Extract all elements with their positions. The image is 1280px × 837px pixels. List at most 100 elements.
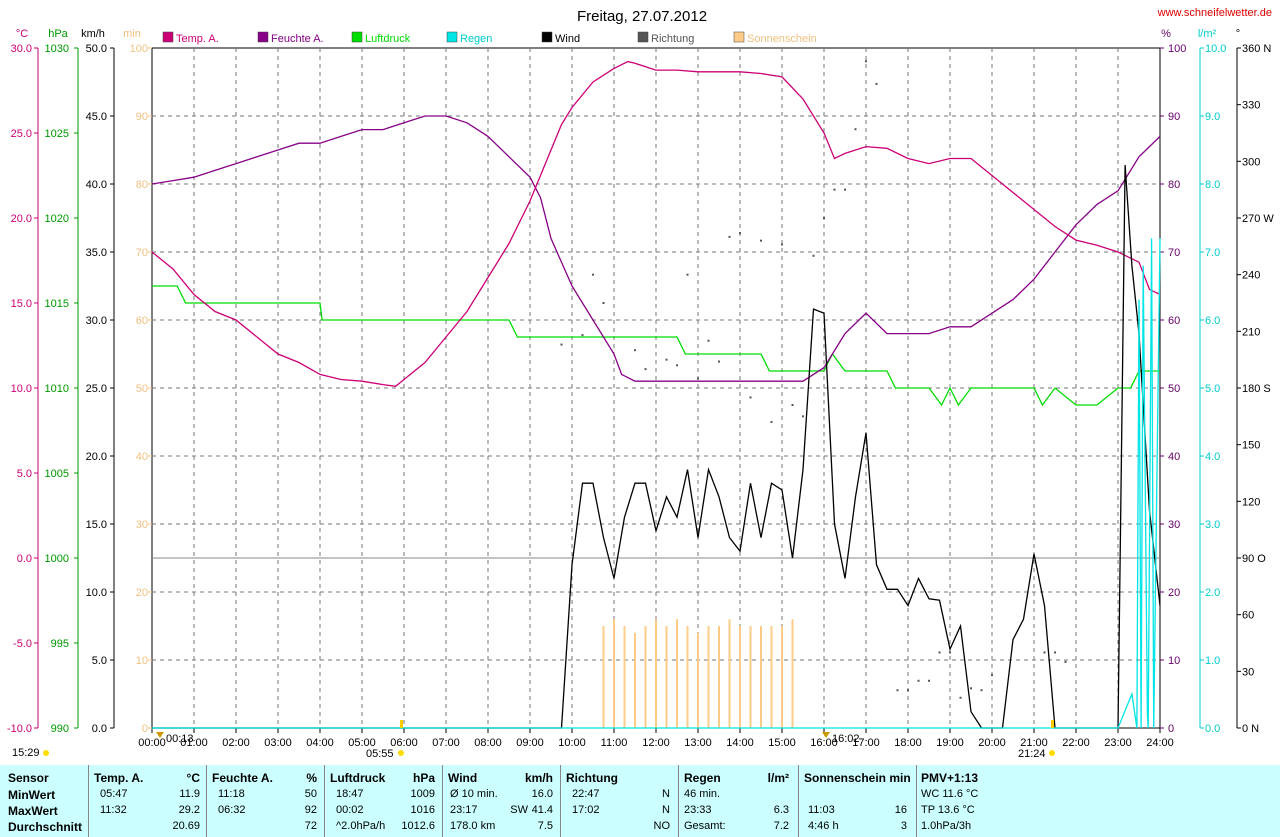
left-axis-label: 1030 (45, 43, 69, 55)
series-line-wind (152, 164, 1161, 729)
right-axis-label: 300 (1242, 156, 1260, 168)
right-axis-label: 5.0 (1205, 383, 1220, 395)
x-tick-label: 10:00 (558, 737, 586, 749)
right-axis-label: 0 (1168, 723, 1174, 735)
direction-point (560, 343, 563, 346)
left-axis-label: 10.0 (86, 587, 107, 599)
marker-triangle (156, 732, 164, 738)
time-annotation: 15:29 (12, 747, 40, 759)
left-axis-label: 10 (136, 655, 148, 667)
wind-direction: SW (510, 804, 528, 816)
left-axis-label: 30.0 (11, 43, 32, 55)
direction-point (959, 696, 962, 699)
website-label: www.schneifelwetter.de (1157, 7, 1272, 19)
left-axis-label: 15.0 (11, 298, 32, 310)
x-tick-label: 12:00 (642, 737, 670, 749)
table-divider (88, 765, 89, 837)
right-axis-label: 6.0 (1205, 315, 1220, 327)
left-axis-label: 1015 (45, 298, 69, 310)
legend-label: Regen (460, 33, 492, 45)
legend-label: Richtung (651, 33, 694, 45)
sunshine-bar (707, 626, 710, 728)
direction-point (707, 339, 710, 342)
table-divider (560, 765, 561, 837)
x-tick-label: 24:00 (1146, 737, 1174, 749)
right-axis-label: 30 (1242, 666, 1254, 678)
sunshine-bar (634, 632, 636, 728)
x-tick-label: 16:00 (810, 737, 838, 749)
left-axis-label: 100 (130, 43, 148, 55)
direction-point (1064, 660, 1067, 663)
left-axis-label: 1020 (45, 213, 69, 225)
direction-point (907, 689, 909, 692)
left-axis-label: 0 (142, 723, 148, 735)
direction-point (602, 302, 605, 304)
table-divider (206, 765, 207, 837)
header-sun: Sonnenschein min (804, 771, 911, 785)
table-divider (798, 765, 799, 837)
press-value: 1009 (410, 788, 435, 800)
header-hum: Feuchte A. (212, 771, 273, 785)
sunshine-bar (665, 626, 668, 728)
right-axis-label: 30 (1168, 519, 1180, 531)
sunshine-bar (728, 619, 731, 728)
direction-point (686, 273, 689, 276)
direction-point (665, 358, 668, 361)
right-axis-label: 40 (1168, 451, 1180, 463)
right-axis-label: 9.0 (1205, 111, 1220, 123)
series-line-feuchte-a (151, 115, 1161, 382)
right-axis-label: 240 (1242, 270, 1260, 282)
direction-point (749, 396, 752, 399)
left-axis-label: 990 (51, 723, 69, 735)
hum-value: 50 (304, 788, 317, 800)
rain-time: 46 min. (684, 788, 721, 800)
direction-point (581, 334, 584, 337)
left-axis-label: 30.0 (86, 315, 107, 327)
left-axis-label: 25.0 (11, 128, 32, 140)
sun-time: 11:03 (808, 804, 835, 816)
sun-icon (43, 750, 49, 756)
row-label: MinWert (8, 788, 56, 802)
left-axis-label: 1005 (45, 468, 69, 480)
pmv-value: 1.0hPa/3h (921, 820, 972, 832)
x-tick-label: 15:00 (768, 737, 796, 749)
dir-value: N (662, 804, 670, 816)
header-press: Luftdruck (330, 771, 386, 785)
left-axis-label: 90 (136, 111, 148, 123)
direction-point (854, 128, 857, 131)
left-axis-label: 0.0 (17, 553, 32, 565)
hum-time: 11:18 (218, 788, 245, 800)
right-axis-label: 10.0 (1205, 43, 1226, 55)
left-axis-label: 20 (136, 587, 148, 599)
sun-time: 4:46 h (808, 820, 839, 832)
left-axis-label: 70 (136, 247, 148, 259)
direction-point (770, 421, 773, 423)
direction-point (728, 235, 731, 238)
table-divider (916, 765, 917, 837)
legend-label: Wind (555, 33, 580, 45)
press-value: 1016 (410, 804, 435, 816)
temp-time: 05:47 (100, 788, 128, 800)
pmv-value: TP 13.6 °C (921, 804, 975, 816)
right-axis-label: 120 (1242, 496, 1260, 508)
right-axis-unit: % (1161, 28, 1171, 40)
sunshine-bar (655, 619, 657, 728)
direction-point (592, 273, 594, 276)
annotations: 15:29 00:13 05:55 16:02 21:24 (12, 720, 1055, 760)
left-axis-label: 20.0 (11, 213, 32, 225)
direction-point (844, 188, 846, 191)
hum-value: 72 (304, 820, 317, 832)
direction-point (865, 60, 867, 63)
direction-point (802, 415, 804, 418)
hum-time: 06:32 (218, 804, 246, 816)
legend-swatch (446, 31, 458, 43)
right-axis-label: 270 W (1242, 213, 1274, 225)
legend-swatch (733, 31, 745, 43)
right-axis-label: 210 (1242, 326, 1260, 338)
table-divider (324, 765, 325, 837)
right-axis-label: 1.0 (1205, 655, 1220, 667)
x-tick-label: 02:00 (222, 737, 250, 749)
x-tick-label: 06:00 (390, 737, 418, 749)
right-axis-unit: l/m² (1198, 28, 1217, 40)
direction-point (760, 239, 762, 242)
